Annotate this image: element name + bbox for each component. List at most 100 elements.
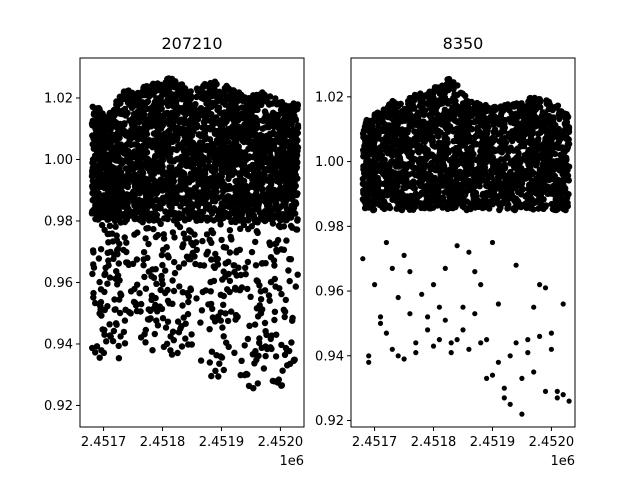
subplot-left-data-point (99, 197, 106, 204)
subplot-left-data-point (115, 260, 123, 267)
subplot-left-data-point (294, 217, 301, 224)
subplot-left-data-point (152, 196, 160, 203)
subplot-left-data-point (253, 305, 261, 312)
subplot-left-data-point (198, 307, 206, 314)
subplot-left-data-point (206, 359, 213, 366)
subplot-left-data-point (125, 87, 132, 94)
subplot-left-data-point (140, 249, 148, 256)
subplot-left-data-point (286, 255, 293, 263)
subplot-left-data-point (212, 250, 219, 258)
subplot-left-data-point (205, 301, 212, 308)
subplot-left-data-point (156, 205, 164, 212)
subplot-left-data-point (216, 360, 223, 367)
subplot-left-data-point (180, 260, 188, 267)
subplot-left-data-point (118, 110, 126, 118)
subplot-left-data-point (241, 342, 248, 349)
subplot-left-data-point (197, 173, 205, 180)
subplot-left-data-point (225, 203, 232, 210)
subplot-right-data-point (376, 150, 383, 157)
subplot-left-data-point (149, 161, 157, 169)
subplot-left-data-point (182, 198, 190, 205)
subplot-left-data-point (89, 270, 96, 278)
subplot-left-data-point (104, 280, 111, 287)
subplot-left-data-point (109, 205, 117, 212)
subplot-left-data-point (109, 337, 117, 345)
subplot-left-data-point (237, 225, 244, 232)
subplot-left-data-point (99, 326, 106, 333)
subplot-left-data-point (272, 240, 279, 248)
subplot-right-data-point (481, 190, 488, 198)
subplot-right-data-point (541, 109, 548, 116)
subplot-right-data-point (494, 200, 502, 207)
subplot-left-data-point (224, 130, 231, 138)
subplot-left-data-point (283, 183, 290, 190)
subplot-left-data-point (183, 99, 191, 106)
subplot-left-data-point (209, 175, 217, 183)
subplot-right-data-point (514, 145, 521, 153)
subplot-left-y-tick-label: 1.02 (44, 91, 73, 106)
subplot-left-data-point (176, 283, 183, 290)
subplot-left-data-point (116, 164, 123, 172)
subplot-left-data-point (270, 170, 277, 177)
subplot-left-data-point (250, 165, 257, 173)
subplot-left-data-point (92, 299, 99, 307)
subplot-left-data-point (145, 240, 152, 248)
subplot-left-data-point (209, 314, 217, 321)
subplot-left-data-point (175, 329, 183, 336)
subplot-left-data-point (173, 146, 180, 154)
subplot-left-data-point (257, 154, 264, 161)
subplot-left-data-point (93, 343, 101, 350)
subplot-left-data-point (157, 176, 164, 183)
subplot-right-data-point (425, 204, 432, 211)
subplot-left-data-point (181, 140, 188, 148)
subplot-left-data-point (267, 192, 275, 199)
subplot-left-data-point (213, 352, 220, 359)
subplot-right-data-point (401, 107, 409, 115)
subplot-left-data-point (280, 306, 287, 313)
subplot-left-data-point (185, 188, 192, 196)
subplot-left-data-point (245, 154, 253, 161)
subplot-left-data-point (112, 149, 120, 157)
subplot-left-data-point (287, 222, 295, 230)
subplot-left-data-point (209, 229, 217, 237)
subplot-right-data-point (360, 146, 367, 154)
subplot-left-axes-frame (79, 57, 305, 428)
subplot-left-data-point (128, 190, 136, 197)
subplot-left-data-point (253, 186, 260, 193)
subplot-left-data-point (112, 144, 119, 151)
subplot-right-data-point (370, 206, 377, 214)
subplot-left-data-point (140, 256, 147, 263)
subplot-left-data-point (257, 296, 265, 303)
subplot-left-data-point (140, 262, 147, 269)
subplot-left-data-point (205, 110, 212, 117)
subplot-right-data-point (484, 127, 491, 134)
subplot-left-data-point (288, 138, 295, 145)
subplot-left-data-point (125, 99, 132, 107)
subplot-left-data-point (233, 249, 240, 256)
subplot-left-data-point (160, 171, 167, 178)
subplot-left-data-point (144, 165, 151, 172)
subplot-left-data-point (166, 151, 173, 158)
subplot-left-data-point (263, 136, 271, 143)
subplot-left-data-point (90, 249, 97, 256)
subplot-left-data-point (294, 122, 302, 129)
subplot-left-data-point (90, 264, 98, 271)
subplot-left-data-point (192, 101, 199, 108)
subplot-left-data-point (107, 248, 114, 256)
subplot-left-data-point (117, 290, 124, 297)
subplot-left-data-point (187, 201, 194, 208)
subplot-right-data-point (385, 202, 392, 209)
subplot-left-data-point (231, 349, 238, 356)
subplot-left-data-point (188, 331, 195, 338)
subplot-left-data-point (174, 127, 182, 134)
subplot-left-data-point (219, 324, 226, 331)
subplot-left-data-point (238, 284, 246, 291)
subplot-left-data-point (171, 269, 179, 277)
subplot-right-data-point (436, 100, 443, 108)
subplot-left-data-point (164, 286, 171, 294)
subplot-left-data-point (204, 248, 211, 255)
subplot-left-data-point (206, 326, 213, 333)
subplot-right-data-point (563, 134, 570, 141)
subplot-right-data-point (483, 182, 490, 189)
subplot-left-data-point (276, 172, 283, 179)
